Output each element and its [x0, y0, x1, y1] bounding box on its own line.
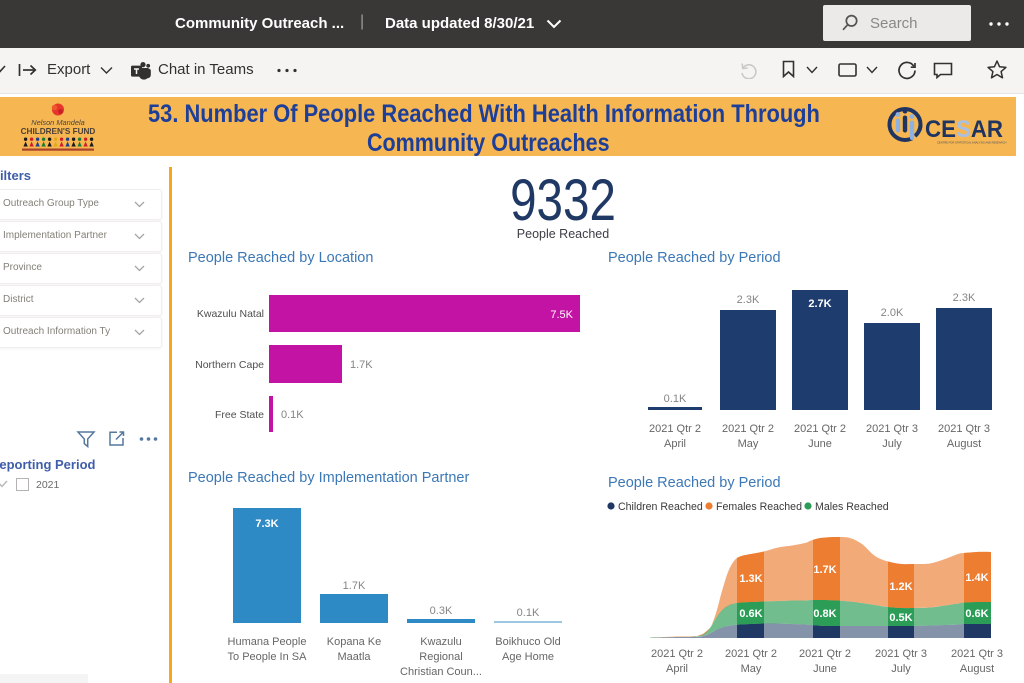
svg-text:0.1K: 0.1K	[517, 607, 540, 619]
svg-text:Age Home: Age Home	[502, 651, 554, 663]
svg-text:1.7K: 1.7K	[343, 580, 366, 592]
svg-text:August: August	[960, 663, 994, 675]
svg-text:People Reached by Period: People Reached by Period	[608, 475, 781, 491]
svg-text:2021 Qtr 2: 2021 Qtr 2	[799, 648, 851, 660]
svg-text:2.3K: 2.3K	[953, 292, 976, 304]
svg-text:2.7K: 2.7K	[808, 298, 831, 310]
svg-text:Christian Coun...: Christian Coun...	[400, 666, 482, 678]
svg-text:2021 Qtr 2: 2021 Qtr 2	[722, 423, 774, 435]
svg-text:Kwazulu: Kwazulu	[420, 636, 462, 648]
svg-text:April: April	[664, 438, 686, 450]
svg-text:June: June	[808, 438, 832, 450]
svg-text:2.0K: 2.0K	[881, 307, 904, 319]
svg-text:June: June	[813, 663, 837, 675]
svg-text:Females Reached: Females Reached	[716, 501, 802, 513]
svg-text:Kwazulu Natal: Kwazulu Natal	[197, 308, 264, 320]
svg-text:0.6K: 0.6K	[965, 608, 988, 620]
svg-text:0.8K: 0.8K	[813, 608, 836, 620]
svg-text:0.3K: 0.3K	[430, 605, 453, 617]
svg-text:Humana People: Humana People	[228, 636, 307, 648]
svg-text:2021 Qtr 3: 2021 Qtr 3	[938, 423, 990, 435]
svg-text:April: April	[666, 663, 688, 675]
svg-text:2021 Qtr 3: 2021 Qtr 3	[951, 648, 1003, 660]
svg-text:To People In SA: To People In SA	[228, 651, 308, 663]
svg-text:1.7K: 1.7K	[350, 359, 373, 371]
svg-text:Kopana Ke: Kopana Ke	[327, 636, 381, 648]
svg-text:1.2K: 1.2K	[889, 581, 912, 593]
svg-text:Males Reached: Males Reached	[815, 501, 889, 513]
svg-text:0.6K: 0.6K	[739, 608, 762, 620]
svg-text:2021 Qtr 3: 2021 Qtr 3	[866, 423, 918, 435]
svg-text:Regional: Regional	[419, 651, 462, 663]
svg-text:People Reached by Location: People Reached by Location	[188, 250, 373, 266]
svg-text:Maatla: Maatla	[337, 651, 371, 663]
svg-text:Nelson Mandela: Nelson Mandela	[31, 118, 84, 127]
svg-text:7.5K: 7.5K	[550, 309, 573, 321]
svg-text:Free State: Free State	[215, 409, 264, 421]
svg-text:2021 Qtr 2: 2021 Qtr 2	[649, 423, 701, 435]
svg-text:2021 Qtr 2: 2021 Qtr 2	[651, 648, 703, 660]
svg-text:May: May	[738, 438, 759, 450]
svg-text:0.1K: 0.1K	[664, 393, 687, 405]
svg-text:2021 Qtr 2: 2021 Qtr 2	[794, 423, 846, 435]
svg-text:People Reached by Period: People Reached by Period	[608, 250, 781, 266]
svg-text:1.4K: 1.4K	[965, 572, 988, 584]
svg-text:CHILDREN'S FUND: CHILDREN'S FUND	[21, 127, 96, 136]
svg-text:2021 Qtr 3: 2021 Qtr 3	[875, 648, 927, 660]
svg-text:0.5K: 0.5K	[889, 612, 912, 624]
svg-text:0.1K: 0.1K	[281, 409, 304, 421]
svg-text:CENTRE FOR STATISTICAL ANALYSI: CENTRE FOR STATISTICAL ANALYSIS AND RESE…	[937, 141, 1007, 145]
svg-text:Boikhuco Old: Boikhuco Old	[495, 636, 560, 648]
svg-text:Children Reached: Children Reached	[618, 501, 703, 513]
svg-text:July: July	[891, 663, 911, 675]
svg-text:People Reached by Implementati: People Reached by Implementation Partner	[188, 470, 469, 486]
svg-text:August: August	[947, 438, 981, 450]
svg-text:1.7K: 1.7K	[813, 564, 836, 576]
svg-text:CESAR: CESAR	[925, 116, 1003, 143]
svg-text:2.3K: 2.3K	[737, 294, 760, 306]
svg-text:2021 Qtr 2: 2021 Qtr 2	[725, 648, 777, 660]
svg-text:Northern Cape: Northern Cape	[195, 359, 264, 371]
svg-text:July: July	[882, 438, 902, 450]
svg-text:7.3K: 7.3K	[255, 518, 278, 530]
svg-text:1.3K: 1.3K	[739, 573, 762, 585]
svg-text:May: May	[741, 663, 762, 675]
